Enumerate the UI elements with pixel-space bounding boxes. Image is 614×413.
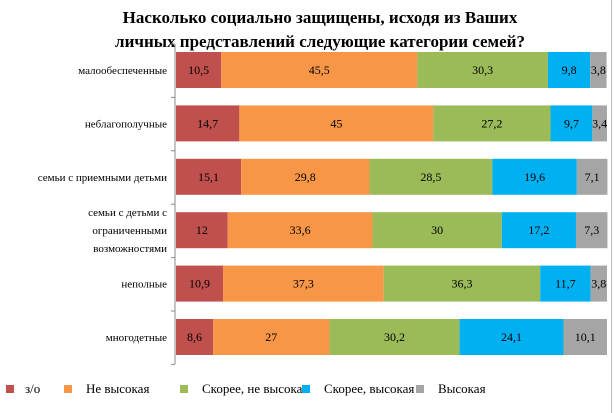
bar-segment [369, 158, 493, 195]
data-label: 30,3 [472, 63, 493, 77]
legend-swatch [64, 385, 72, 393]
chart-title-line-1: Насколько социально защищены, исходя из … [122, 8, 518, 27]
bar-segment [213, 319, 330, 355]
bar-segment [492, 158, 577, 195]
bar-segment [547, 52, 591, 88]
category-label: неполные [121, 279, 167, 291]
bar-segment [592, 105, 607, 142]
legend-label: Скорее, высокая [324, 381, 414, 396]
data-label: 45,5 [309, 63, 330, 77]
bar-segment [241, 158, 370, 195]
data-label: 37,3 [293, 277, 314, 291]
data-label: 29,8 [295, 170, 316, 184]
bar-segment [176, 52, 222, 88]
data-label: 24,1 [501, 330, 522, 344]
bar-segment [501, 212, 576, 249]
data-label: 36,3 [451, 277, 472, 291]
bar-segment [417, 52, 548, 88]
legend-label: Скорее, не высокая [202, 381, 308, 396]
category-label: семьи с детьми с ограниченными возможностя… [88, 207, 167, 255]
bar-segment [575, 212, 608, 249]
bar-segment [176, 265, 223, 302]
data-label: 3,8 [591, 63, 606, 77]
bar-segment [372, 212, 502, 249]
bar-segment [227, 212, 373, 249]
legend-swatch [302, 385, 310, 393]
legend-swatch [416, 385, 424, 393]
data-label: 15,1 [198, 170, 219, 184]
data-label: 10,5 [188, 63, 209, 77]
bar-segment [383, 265, 541, 302]
data-label: 7,1 [585, 170, 600, 184]
category-label: семьи с приемными детьми [38, 172, 167, 184]
bar-segment [176, 212, 228, 249]
data-label: 8,6 [187, 330, 202, 344]
bar-segment [222, 265, 384, 302]
data-label: 27,2 [481, 116, 502, 130]
chart-title-line-2: личных представлений следующие категории… [115, 32, 525, 51]
data-label: 17,2 [528, 223, 549, 237]
legend-label: з/о [25, 381, 40, 396]
legend-swatch [6, 385, 14, 393]
bar-segment [433, 105, 551, 142]
data-label: 3,4 [592, 116, 607, 130]
bar-segment [239, 105, 434, 142]
data-label: 10,1 [575, 330, 596, 344]
legend-swatch [180, 385, 188, 393]
legend-label: Высокая [438, 381, 486, 396]
data-label: 14,7 [197, 116, 218, 130]
bar-segment [459, 319, 564, 355]
bar-segment [563, 319, 607, 355]
data-label: 3,8 [591, 277, 606, 291]
data-label: 9,7 [564, 116, 579, 130]
right-border [611, 0, 612, 413]
bar-segment [329, 319, 460, 355]
category-label: малообеспеченные [78, 65, 167, 77]
data-label: 19,6 [524, 170, 545, 184]
bar-segment [550, 105, 593, 142]
bar-segment [590, 265, 607, 302]
chart-title: Насколько социально защищены, исходя из … [60, 6, 580, 54]
data-label: 9,8 [562, 63, 577, 77]
bar-segment [540, 265, 591, 302]
data-label: 45 [330, 116, 342, 130]
data-label: 28,5 [420, 170, 441, 184]
data-label: 30 [431, 223, 443, 237]
bar-segment [221, 52, 418, 88]
category-label: многодетные [106, 332, 167, 344]
legend-label: Не высокая [86, 381, 149, 396]
data-label: 33,6 [290, 223, 311, 237]
bar-segment [576, 158, 608, 195]
data-label: 10,9 [189, 277, 210, 291]
data-label: 12 [196, 223, 208, 237]
bar-segment [590, 52, 607, 88]
category-label: неблагополучные [85, 118, 167, 130]
data-label: 11,7 [555, 277, 576, 291]
data-label: 7,3 [584, 223, 599, 237]
bar-segment [176, 105, 240, 142]
data-label: 27 [265, 330, 277, 344]
bar-segment [176, 319, 214, 355]
bar-segment [176, 158, 242, 195]
data-label: 30,2 [384, 330, 405, 344]
